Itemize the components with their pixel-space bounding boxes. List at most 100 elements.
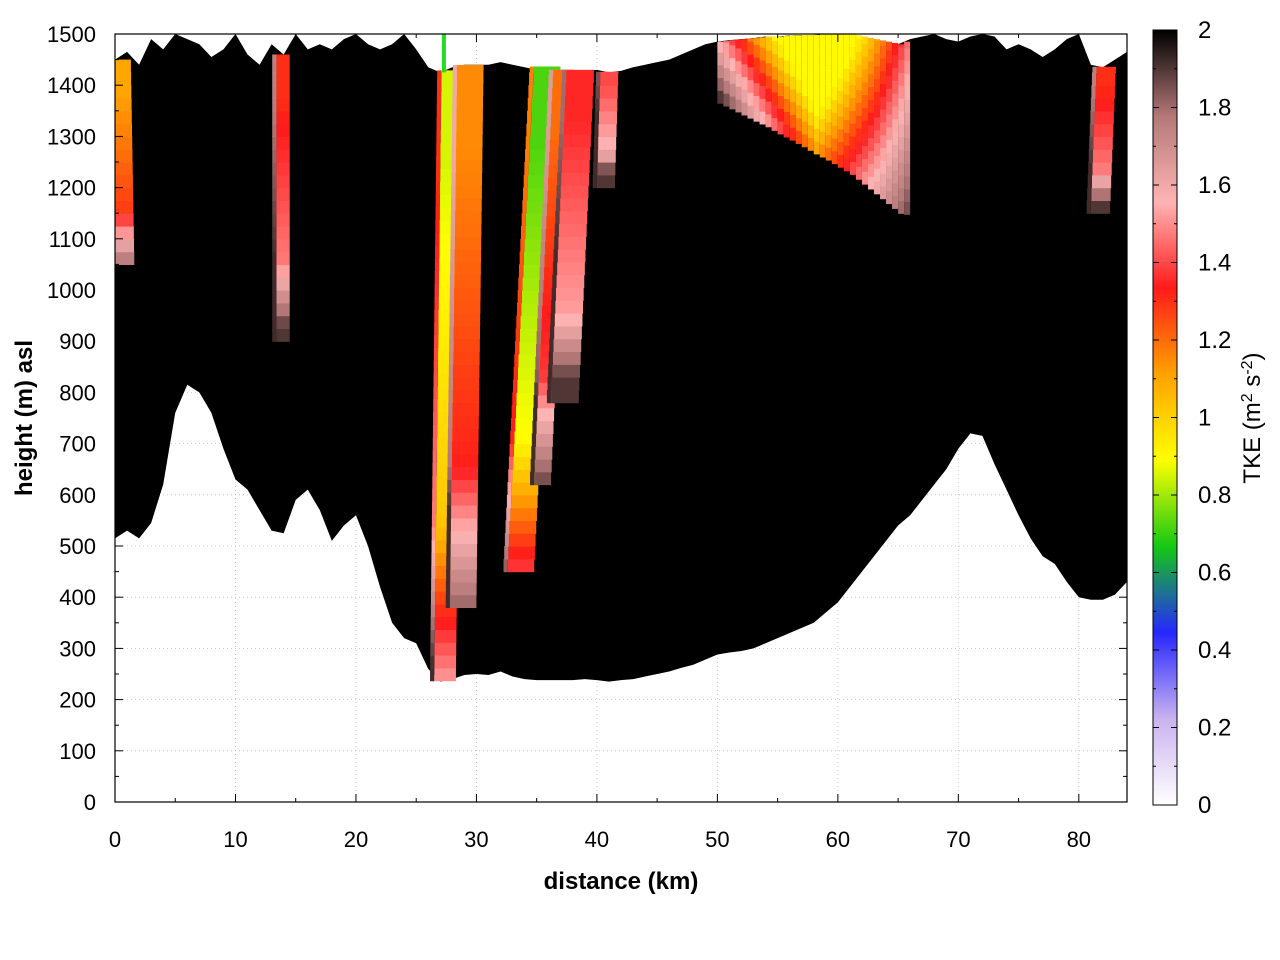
tke-band-cell [777,108,784,122]
tke-plume-edge [447,441,452,455]
tke-band-cell [813,35,820,40]
tke-plume-cell [450,517,478,532]
colorbar-tick-label: 1.2 [1198,327,1231,354]
tke-band-cell [825,83,832,97]
tke-band-cell [765,37,772,51]
tke-plume-edge [450,236,455,250]
tke-plume-edge [595,85,600,99]
tke-plume-cell [454,287,481,301]
tke-plume-edge [452,108,457,122]
tke-band-cell [801,57,808,71]
tke-band-cell [849,71,856,86]
tke-plume-edge [540,241,545,255]
tke-plume-edge [548,364,553,378]
tke-band-cell [874,142,881,156]
tke-band-cell [723,80,730,94]
tke-plume-cell [456,108,483,122]
tke-plume-edge [592,174,597,189]
tke-plume-cell [115,251,135,265]
tke-plume-edge [535,356,540,370]
tke-plume-edge [594,123,599,137]
tke-plume-edge [511,405,516,419]
tke-plume-edge [450,249,455,263]
tke-band-cell [837,39,844,53]
tke-plume-edge [450,223,455,237]
tke-plume-edge [512,379,518,393]
x-tick-label: 60 [826,827,850,852]
tke-plume-edge [451,146,456,161]
colorbar-tick-label: 1.6 [1198,172,1231,199]
tke-band-cell [783,72,790,87]
tke-plume-edge [535,343,541,358]
tke-plume-edge [517,290,522,304]
tke-band-cell [723,41,730,56]
tke-band-cell [819,92,826,107]
tke-plume-edge [272,136,277,150]
tke-band-cell [849,161,856,175]
tke-band-cell [843,157,850,172]
tke-plume-cell [537,407,555,422]
tke-band-cell [880,160,887,174]
tke-plume-edge [448,389,453,404]
tke-plume-edge [432,475,437,490]
tke-band-cell [825,44,832,59]
tke-plume-edge [543,190,548,204]
tke-plume-edge [430,642,435,656]
tke-plume-edge [431,578,436,592]
tke-band-cell [886,152,893,166]
tke-band-cell [867,86,874,100]
tke-band-cell [789,50,796,64]
tke-plume-cell [509,520,537,534]
tke-band-cell [717,41,724,53]
tke-plume-cell [599,85,618,99]
tke-plume-cell [115,136,133,150]
tke-band-cell [765,113,772,128]
tke-plume-cell [552,364,581,378]
tke-plume-cell [536,433,553,447]
tke-plume-edge [538,279,544,294]
tke-plume-edge [452,64,458,71]
tke-plume-edge [432,424,438,439]
tke-band-cell [904,47,911,62]
tke-band-cell [837,128,844,143]
tke-plume-edge [452,69,457,84]
tke-band-cell [849,34,856,47]
tke-band-cell [874,155,881,169]
tke-band-cell [861,94,868,108]
x-tick-label: 40 [585,827,609,852]
tke-band-cell [819,80,826,94]
tke-plume-edge [529,72,534,86]
tke-band-cell [741,50,748,65]
tke-plume-cell [434,642,457,656]
tke-plume-cell [510,507,537,521]
tke-band-cell [753,44,760,58]
tke-plume-edge [447,428,453,442]
tke-plume-cell [451,453,479,468]
tke-plume-edge [554,236,559,250]
tke-band-cell [904,73,911,87]
tke-plume-edge [436,91,442,106]
tke-plume-edge [527,110,532,125]
tke-band-cell [747,53,754,68]
tke-band-cell [837,103,844,117]
tke-band-cell [843,145,850,159]
tke-plume-edge [272,174,277,189]
tke-plume-cell [555,287,584,301]
tke-plume-edge [109,124,113,137]
tke-plume-edge [522,200,527,214]
tke-plume-edge [508,456,514,470]
tke-band-cell [723,40,730,43]
y-tick-label: 800 [59,380,96,405]
tke-plume-edge [520,238,525,253]
tke-plume-edge [1087,174,1092,189]
tke-plume-cell [276,85,290,99]
tke-plume-edge [556,185,561,199]
tke-plume-edge [545,138,550,153]
tke-plume-edge [434,322,439,336]
tke-plume-edge [593,149,598,163]
tke-band-cell [831,137,838,152]
tke-plume-cell [276,110,290,125]
tke-plume-cell [456,82,484,97]
tke-plume-cell [452,428,479,442]
